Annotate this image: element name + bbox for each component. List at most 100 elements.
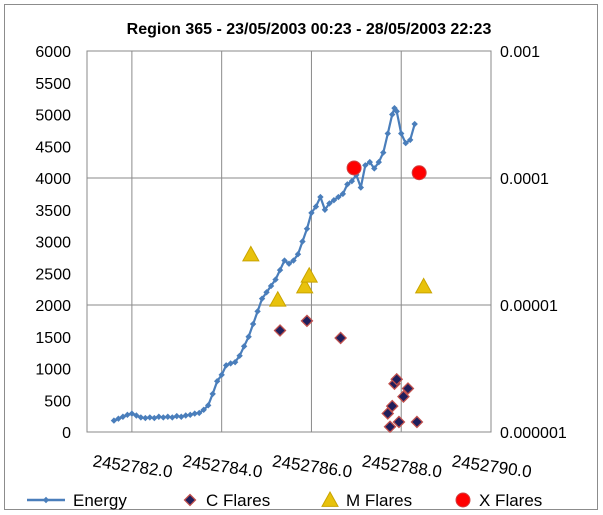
y-axis-ticks: 0 500 1000 1500 2000 2500 3000 3500 4000 4500 5000… [35, 44, 71, 442]
energy-point [178, 413, 185, 420]
energy-point [366, 158, 373, 166]
y-tick-label: 2000 [35, 298, 71, 315]
plot-area [86, 50, 492, 433]
energy-point [249, 320, 257, 328]
energy-point [240, 343, 248, 350]
y-tick-label: 3500 [35, 203, 71, 220]
energy-point [398, 130, 405, 137]
energy-point [290, 257, 297, 264]
energy-point [205, 402, 212, 409]
triangle-marker [268, 290, 287, 307]
legend-label: X Flares [479, 491, 542, 510]
energy-point [209, 390, 216, 398]
y-tick-label: 5000 [35, 108, 71, 125]
series-x-flares [346, 160, 427, 181]
y2-axis-ticks: 0.000001 0.00001 0.0001 0.001 [500, 44, 567, 442]
diamond-marker [392, 415, 406, 429]
energy-point [294, 251, 302, 258]
diamond-marker [390, 372, 404, 386]
x-tick-label: 2452786.0 [271, 452, 353, 482]
energy-point [182, 412, 189, 419]
legend-marker [321, 490, 339, 507]
x-tick-label: 2452784.0 [181, 452, 263, 482]
energy-point [231, 358, 239, 366]
energy-point [254, 308, 261, 315]
energy-point [142, 414, 149, 422]
chart: Region 365 - 23/05/2003 00:23 - 28/05/20… [27, 21, 567, 510]
energy-point [303, 225, 311, 232]
energy-point [200, 406, 207, 413]
y-tick-label: 1000 [35, 362, 71, 379]
energy-point [272, 276, 279, 283]
series-c-flares [273, 314, 424, 434]
y-tick-label: 3000 [35, 235, 71, 252]
energy-point [348, 177, 356, 185]
energy-point [285, 260, 293, 267]
energy-point [371, 165, 378, 172]
energy-point [236, 352, 243, 359]
energy-point [276, 266, 284, 274]
energy-point [245, 333, 252, 340]
y-tick-label: 4000 [35, 171, 71, 188]
energy-point [191, 410, 198, 417]
x-tick-label: 2452790.0 [451, 452, 533, 482]
legend-label: Energy [73, 491, 127, 510]
energy-point [160, 414, 167, 421]
x-tick-label: 2452788.0 [361, 452, 443, 482]
energy-point [137, 414, 145, 421]
energy-point [357, 184, 365, 191]
diamond-marker [273, 324, 287, 337]
series-layer [110, 104, 433, 434]
legend-label: M Flares [346, 491, 412, 510]
x-axis-ticks: 2452782.0 2452784.0 2452786.0 2452788.0 2452… [92, 452, 533, 482]
energy-point [124, 411, 131, 419]
circle-marker [411, 165, 427, 181]
y2-tick-label: 0.0001 [500, 171, 549, 188]
y2-tick-label: 0.00001 [500, 298, 558, 315]
energy-point [299, 238, 306, 245]
y-tick-label: 4500 [35, 139, 71, 156]
legend-marker [455, 492, 471, 508]
triangle-marker [414, 277, 433, 294]
legend-marker [183, 493, 197, 507]
energy-point [344, 181, 351, 188]
energy-point [281, 257, 288, 264]
energy-point [362, 162, 369, 169]
energy-point [155, 413, 163, 420]
legend-item-x-flares: X Flares [455, 491, 542, 510]
chart-title: Region 365 - 23/05/2003 00:23 - 28/05/20… [127, 21, 492, 38]
circle-marker [346, 160, 362, 176]
legend-item-m-flares: M Flares [321, 490, 412, 510]
legend-item-energy: Energy [27, 491, 127, 510]
energy-point [389, 111, 396, 118]
energy-point [335, 193, 342, 201]
energy-point [380, 149, 387, 156]
diamond-marker [383, 420, 397, 434]
energy-point [151, 414, 158, 422]
series-energy [110, 104, 418, 424]
grid [131, 51, 402, 432]
energy-point [321, 206, 329, 213]
energy-point [312, 203, 320, 210]
y-tick-label: 1500 [35, 330, 71, 347]
y-tick-label: 5500 [35, 76, 71, 93]
energy-point [173, 412, 180, 420]
energy-point [317, 193, 324, 201]
energy-point [133, 412, 140, 419]
triangle-marker [300, 266, 319, 283]
y2-tick-label: 0.000001 [500, 425, 567, 442]
chart-frame: Region 365 - 23/05/2003 00:23 - 28/05/20… [4, 4, 598, 510]
series-m-flares [241, 245, 433, 307]
diamond-marker [334, 331, 348, 345]
energy-point [393, 108, 400, 115]
y-tick-label: 500 [44, 393, 71, 410]
energy-point [384, 130, 391, 137]
y-tick-label: 6000 [35, 44, 71, 61]
y2-tick-label: 0.001 [500, 44, 540, 61]
energy-point [263, 289, 270, 296]
diamond-marker [300, 314, 314, 328]
energy-point [218, 371, 225, 379]
energy-point [411, 120, 418, 128]
triangle-marker [241, 245, 260, 262]
legend: Energy C Flares M Flares X Flares [27, 490, 542, 510]
